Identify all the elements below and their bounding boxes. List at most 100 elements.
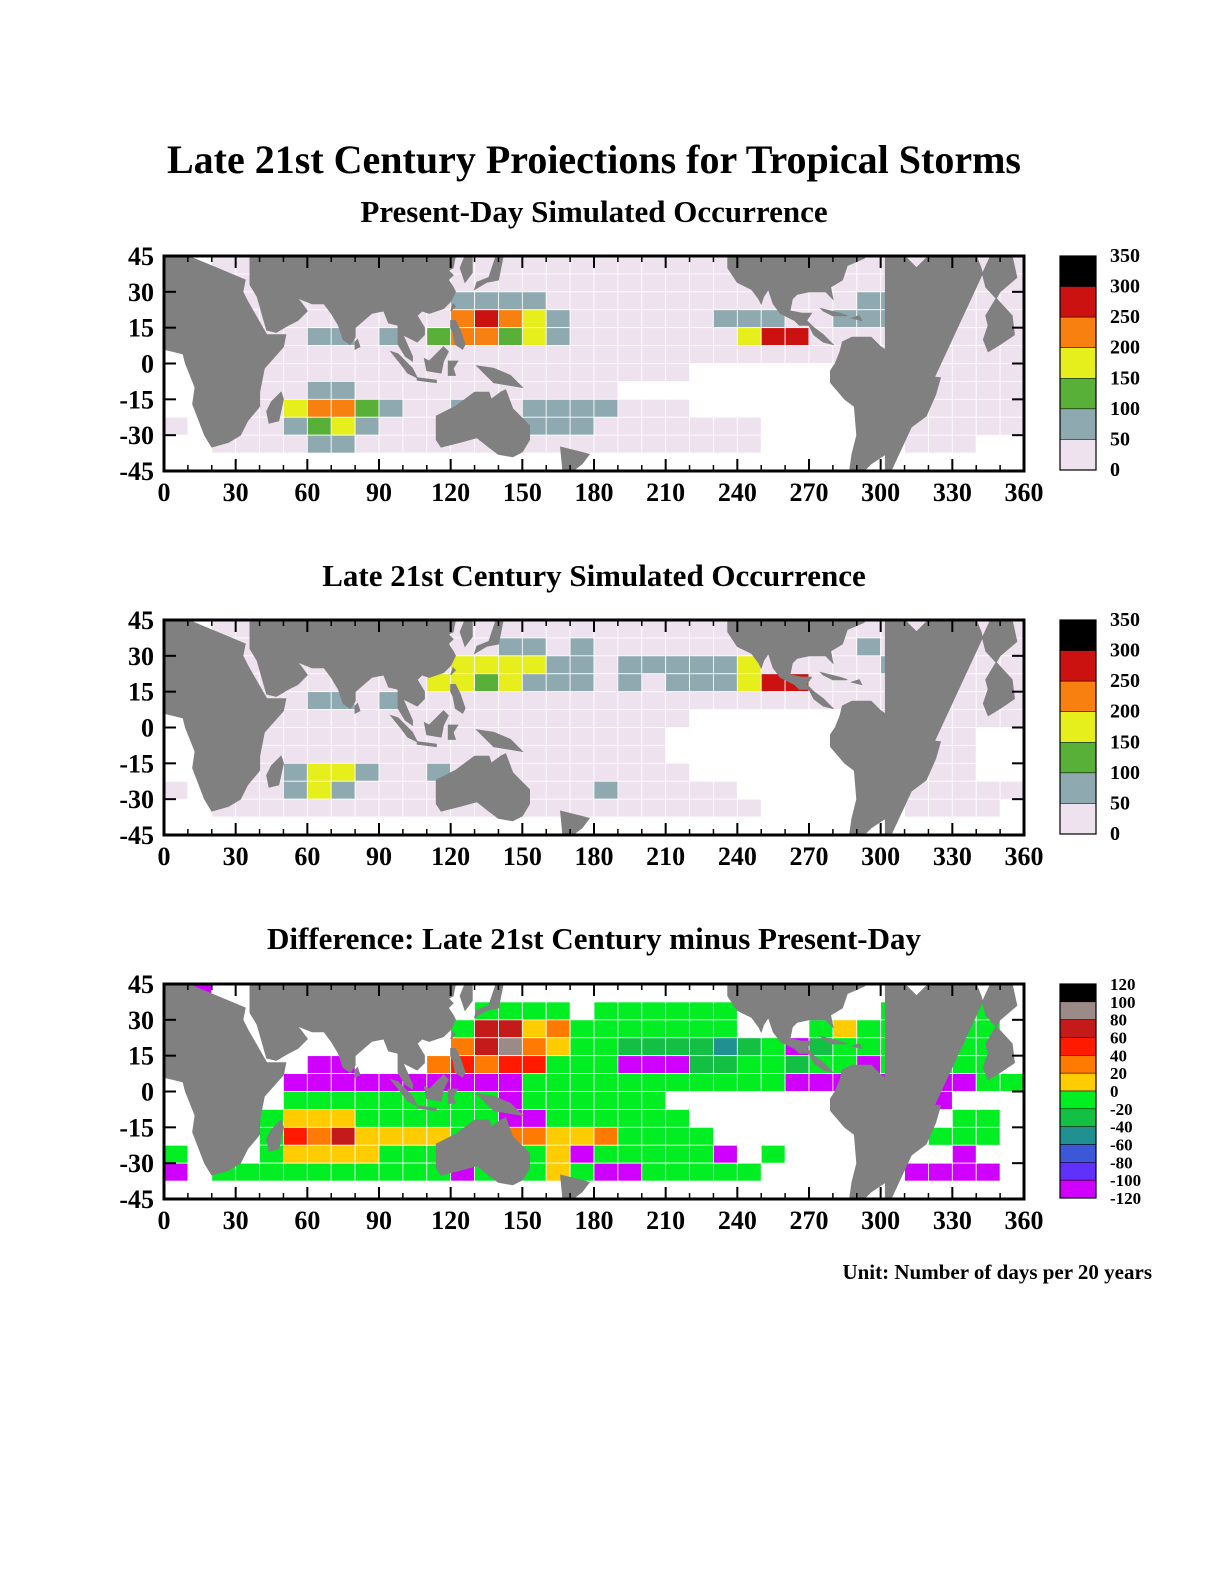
heatmap-cell — [402, 434, 428, 454]
heatmap-cell — [593, 1126, 619, 1146]
heatmap-cell — [545, 291, 571, 311]
heatmap-cell — [545, 1126, 571, 1146]
x-tick-label: 90 — [366, 842, 392, 871]
heatmap-cell — [521, 655, 547, 675]
heatmap-cell — [641, 416, 667, 436]
x-tick-label: 60 — [294, 478, 320, 507]
heatmap-cell — [713, 1073, 738, 1092]
colorbar-swatch — [1059, 1162, 1097, 1181]
heatmap-cell — [521, 1073, 547, 1092]
heatmap-cell — [569, 1144, 595, 1164]
colorbar-swatch — [1059, 286, 1097, 318]
heatmap-cell — [474, 1073, 499, 1092]
heatmap-cell — [569, 691, 595, 710]
heatmap-cell — [593, 780, 619, 800]
heatmap-cell — [641, 1126, 667, 1146]
heatmap-cell — [569, 673, 595, 693]
colorbar-frame — [1059, 255, 1097, 471]
heatmap-cell — [354, 727, 380, 746]
heatmap-cell — [617, 1162, 643, 1182]
heatmap-cell — [951, 780, 977, 800]
heatmap-cell — [593, 1073, 619, 1092]
y-tick-label: 30 — [128, 1006, 154, 1035]
heatmap-cell — [545, 709, 571, 728]
land-taiwan — [450, 666, 457, 676]
heatmap-cell — [545, 780, 571, 800]
panel-title-present: Present-Day Simulated Occurrence — [360, 194, 828, 229]
colorbar-label: 60 — [1110, 1029, 1127, 1048]
colorbar-swatch — [1059, 1144, 1097, 1163]
heatmap-cell — [593, 327, 619, 346]
heatmap-cell — [689, 637, 714, 657]
x-tick-label: 0 — [158, 842, 171, 871]
land-new-guinea — [475, 729, 524, 753]
heatmap-cell — [283, 798, 308, 818]
heatmap-cell — [521, 255, 547, 275]
heatmap-cell — [593, 381, 619, 400]
land-north-atlantic-frame — [884, 620, 1018, 835]
colorbar-label: -100 — [1110, 1171, 1141, 1190]
colorbar-label: 200 — [1110, 337, 1140, 359]
heatmap-cell — [641, 291, 667, 311]
y-tick-label: 45 — [128, 242, 154, 271]
heatmap-cell — [474, 1019, 499, 1039]
heatmap-cell — [474, 673, 499, 693]
heatmap-cell — [593, 255, 619, 275]
heatmap-cell — [306, 327, 332, 346]
heatmap-cell — [593, 727, 619, 746]
y-tick-label: 30 — [128, 278, 154, 307]
heatmap-cell — [689, 1126, 714, 1146]
heatmap-cell — [641, 780, 667, 800]
heatmap-cell — [999, 398, 1025, 418]
heatmap-cell — [904, 1162, 929, 1182]
heatmap-cell — [641, 1019, 667, 1039]
heatmap-cell — [641, 309, 667, 329]
colorbar-swatch — [1059, 1055, 1097, 1074]
x-tick-label: 150 — [503, 842, 542, 871]
heatmap-cell — [569, 1109, 595, 1128]
land-mask — [164, 984, 1018, 1199]
heatmap-cell — [975, 798, 1001, 818]
heatmap-cell — [975, 780, 1001, 800]
heatmap-cell — [951, 363, 977, 382]
heatmap-cell — [521, 1091, 547, 1110]
heatmap-cell — [498, 637, 523, 657]
heatmap-cell — [689, 1019, 714, 1039]
heatmap-cell — [545, 1073, 571, 1092]
heatmap-cell — [713, 1037, 738, 1057]
x-tick-label: 120 — [431, 1206, 470, 1235]
heatmap-cell — [545, 745, 571, 764]
colorbar-swatch — [1059, 1108, 1097, 1127]
heatmap-cell — [951, 1126, 977, 1146]
y-tick-label: -30 — [119, 421, 154, 450]
heatmap-cell — [259, 434, 284, 454]
heatmap-cell — [569, 745, 595, 764]
heatmap-cell — [617, 691, 643, 710]
x-tick-label: 90 — [366, 1206, 392, 1235]
colorbar-label: 200 — [1110, 701, 1140, 723]
heatmap-cell — [330, 1144, 356, 1164]
heatmap-cell — [593, 363, 619, 382]
heatmap-cell — [521, 398, 547, 418]
heatmap-cell — [354, 434, 380, 454]
heatmap-cell — [617, 1001, 643, 1021]
heatmap-cell — [689, 798, 714, 818]
heatmap-cell — [641, 1162, 667, 1182]
main-title: Late 21st Century Proiections for Tropic… — [167, 137, 1021, 182]
heatmap-cell — [474, 1055, 499, 1074]
heatmap-cell — [760, 1073, 786, 1092]
heatmap-cell — [999, 363, 1025, 382]
y-tick-label: -45 — [119, 457, 154, 486]
heatmap-cell — [378, 745, 404, 764]
heatmap-cell — [521, 309, 547, 329]
heatmap-cell — [330, 1109, 356, 1128]
heatmap-cell — [593, 1001, 619, 1021]
heatmap-cell — [736, 327, 762, 346]
land-asia — [249, 256, 456, 363]
land-new-zealand — [560, 1174, 591, 1199]
heatmap-cell — [999, 345, 1025, 364]
heatmap-cell — [617, 727, 643, 746]
x-tick-label: 300 — [861, 478, 900, 507]
heatmap-cell — [641, 345, 667, 364]
heatmap-cell — [713, 434, 738, 454]
